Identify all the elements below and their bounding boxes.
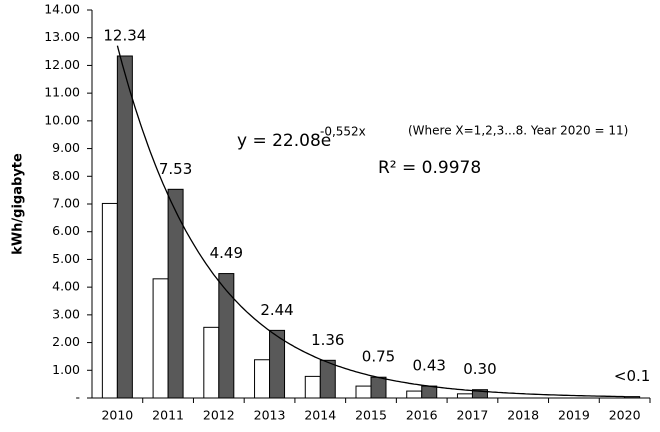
y-tick-label: 3.00 <box>52 306 80 321</box>
bar <box>218 273 235 399</box>
trendline <box>116 45 625 398</box>
data-label: 0.30 <box>463 360 496 378</box>
bar <box>254 359 271 399</box>
bar <box>269 329 286 399</box>
x-tick-label: 2014 <box>304 408 336 423</box>
data-label: 12.34 <box>103 27 146 45</box>
bar <box>421 385 438 399</box>
x-tick-label: 2019 <box>558 408 590 423</box>
x-tick-label: 2011 <box>152 408 184 423</box>
y-tick-label: 8.00 <box>52 168 80 183</box>
x-tick-label: 2012 <box>203 408 235 423</box>
y-tick-label: 4.00 <box>52 279 80 294</box>
data-label: <0.1 <box>614 367 650 385</box>
r-squared: R² = 0.9978 <box>378 158 481 178</box>
y-tick-label: 9.00 <box>52 140 80 155</box>
bar <box>203 326 220 399</box>
data-label: 7.53 <box>159 160 192 178</box>
bar <box>406 390 423 399</box>
y-tick-label: 7.00 <box>52 196 80 211</box>
bar <box>116 55 133 399</box>
y-tick-label: 13.00 <box>44 29 80 44</box>
y-tick-label: 1.00 <box>52 362 80 377</box>
y-tick-label: 6.00 <box>52 223 80 238</box>
trend-equation-power: -0,552x <box>320 125 366 139</box>
data-label: 1.36 <box>311 331 344 349</box>
data-label: 2.44 <box>260 301 293 319</box>
y-tick-label: 2.00 <box>52 334 80 349</box>
y-tick-label: 11.00 <box>44 85 80 100</box>
bar <box>370 376 387 399</box>
bar <box>456 393 473 399</box>
data-label: 0.75 <box>362 348 395 366</box>
y-tick-label: 12.00 <box>44 57 80 72</box>
x-tick-label: 2018 <box>507 408 539 423</box>
data-label: 4.49 <box>210 244 243 262</box>
y-tick-label: - <box>75 390 80 405</box>
y-tick-label: 5.00 <box>52 251 80 266</box>
bar <box>152 278 169 399</box>
bar <box>355 385 372 399</box>
trend-equation: y = 22.08e <box>237 131 331 151</box>
trend-note: (Where X=1,2,3...8. Year 2020 = 11) <box>408 124 628 138</box>
y-tick-label: 10.00 <box>44 112 80 127</box>
bar <box>101 202 118 399</box>
x-tick-label: 2016 <box>406 408 438 423</box>
x-tick-label: 2017 <box>457 408 489 423</box>
x-tick-label: 2020 <box>609 408 641 423</box>
data-label: 0.43 <box>413 357 446 375</box>
x-tick-label: 2010 <box>101 408 133 423</box>
x-tick-label: 2015 <box>355 408 387 423</box>
y-tick-label: 14.00 <box>44 2 80 17</box>
bar <box>319 359 336 399</box>
x-tick-label: 2013 <box>254 408 286 423</box>
bar <box>304 375 321 399</box>
y-axis-label: kWh/gigabyte <box>11 153 26 255</box>
